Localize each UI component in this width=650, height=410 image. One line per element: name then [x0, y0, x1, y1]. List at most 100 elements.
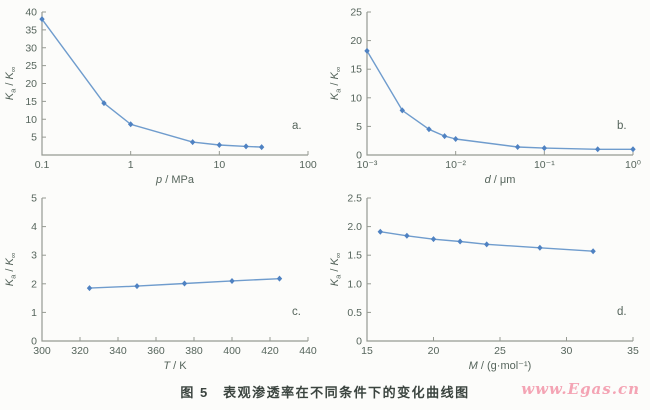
- y-tick-label: 0.5: [347, 307, 362, 319]
- data-point-marker: [258, 144, 265, 151]
- panel-label-d: d.: [617, 306, 627, 318]
- x-tick-label: 100: [299, 159, 317, 171]
- panel-label-b: b.: [617, 120, 627, 132]
- caption-row: 图 5 表观渗透率在不同条件下的变化曲线图 www.Egas.cn: [0, 376, 650, 410]
- data-point-marker: [377, 228, 383, 235]
- y-tick-label: 5: [356, 121, 362, 133]
- data-point-marker: [426, 126, 432, 133]
- x-tick-label: 20: [428, 345, 440, 357]
- y-tick-label: 25: [25, 60, 37, 72]
- chart-d-svg: 15 20 25 30 35 0 0.5 1.0 1.5 2.0 2.5 M / (g·mol⁻¹) K…: [329, 193, 639, 373]
- chart-c-svg: 300 320 340 360 380 400 420 440 0 1 2 3 4 5 T / K Ka / …: [4, 193, 317, 373]
- x-tick-label: 10⁻²: [445, 159, 466, 171]
- x-tick-label: 10⁻³: [357, 159, 378, 171]
- x-tick-label: 10⁰: [625, 159, 641, 171]
- data-point-marker: [127, 121, 134, 128]
- data-point-marker: [229, 277, 235, 284]
- data-point-marker: [441, 133, 448, 140]
- x-tick-label: 10: [213, 159, 225, 171]
- y-tick-label: 20: [350, 35, 362, 47]
- chart-panel-d: 15 20 25 30 35 0 0.5 1.0 1.5 2.0 2.5 M / (g·mol⁻¹) K…: [325, 186, 650, 376]
- chart-panel-c: 300 320 340 360 380 400 420 440 0 1 2 3 4 5 T / K Ka / …: [0, 186, 325, 376]
- axis-frame: [366, 12, 633, 156]
- data-point-marker: [276, 275, 283, 282]
- x-tick-label: 380: [185, 345, 203, 357]
- data-point-marker: [404, 232, 410, 239]
- y-axis-label: Ka / K∞: [329, 253, 343, 286]
- data-point-marker: [243, 143, 249, 150]
- data-point-marker: [86, 285, 93, 292]
- y-tick-label: 15: [25, 96, 37, 108]
- axis-frame: [366, 198, 633, 342]
- x-tick-label: 1: [128, 159, 134, 171]
- data-point-marker: [39, 16, 45, 23]
- data-point-marker: [399, 107, 405, 114]
- x-tick-label: 10⁻¹: [534, 159, 555, 171]
- data-point-marker: [189, 139, 196, 146]
- y-tick-label: 15: [350, 64, 362, 76]
- y-tick-label: 2: [31, 278, 37, 290]
- y-axis-label: Ka / K∞: [4, 67, 18, 100]
- series-line: [41, 18, 262, 148]
- panel-label-a: a.: [292, 120, 302, 132]
- x-tick-label: 300: [33, 345, 51, 357]
- charts-grid: 0.1 1 10 100 5 10 15 20 25 30 35 40 p / MPa Ka / K∞ a.…: [0, 0, 650, 376]
- y-tick-label: 2.0: [347, 221, 362, 233]
- x-tick-label: 320: [71, 345, 89, 357]
- y-tick-label: 10: [25, 114, 37, 126]
- x-tick-label: 360: [147, 345, 165, 357]
- watermark-text: www.Egas.cn: [521, 380, 640, 398]
- chart-panel-a: 0.1 1 10 100 5 10 15 20 25 30 35 40 p / MPa Ka / K∞ a.: [0, 0, 325, 187]
- y-axis-label: Ka / K∞: [4, 253, 18, 286]
- y-tick-label: 20: [25, 78, 37, 90]
- y-tick-label: 10: [350, 92, 362, 104]
- y-axis-label: Ka / K∞: [329, 67, 343, 100]
- data-point-marker: [541, 145, 548, 152]
- y-tick-label: 0: [31, 336, 37, 348]
- x-tick-label: 25: [494, 345, 506, 357]
- x-axis-label: p / MPa: [155, 174, 195, 186]
- data-point-marker: [364, 47, 370, 54]
- data-point-marker: [630, 146, 636, 153]
- chart-b-svg: 10⁻³ 10⁻² 10⁻¹ 10⁰ 0 5 10 15 20 25 d / μm Ka / K∞ b.: [329, 7, 641, 187]
- y-tick-label: 1: [31, 307, 37, 319]
- x-tick-label: 440: [299, 345, 317, 357]
- data-point-marker: [430, 236, 437, 243]
- chart-a-svg: 0.1 1 10 100 5 10 15 20 25 30 35 40 p / MPa Ka / K∞ a.: [4, 7, 317, 187]
- panel-label-c: c.: [292, 306, 301, 318]
- axis-frame: [41, 12, 308, 156]
- x-axis-label: M / (g·mol⁻¹): [469, 360, 532, 372]
- y-tick-label: 0: [356, 336, 362, 348]
- data-point-marker: [537, 244, 543, 251]
- y-tick-label: 5: [31, 193, 37, 205]
- x-axis-label: d / μm: [485, 174, 516, 186]
- y-tick-label: 35: [25, 24, 37, 36]
- data-point-marker: [514, 143, 521, 150]
- data-point-marker: [134, 283, 140, 290]
- y-tick-label: 5: [31, 132, 37, 144]
- figure-caption: 图 5 表观渗透率在不同条件下的变化曲线图: [180, 385, 470, 400]
- x-axis-label: T / K: [163, 360, 187, 372]
- y-tick-label: 0: [356, 150, 362, 162]
- y-tick-label: 2.5: [347, 193, 362, 205]
- y-tick-label: 30: [25, 42, 37, 54]
- x-tick-label: 15: [361, 345, 373, 357]
- y-tick-label: 25: [350, 7, 362, 19]
- data-point-marker: [452, 135, 459, 142]
- data-point-marker: [484, 241, 490, 248]
- data-point-marker: [216, 141, 223, 148]
- axis-frame: [41, 198, 308, 342]
- x-tick-label: 420: [261, 345, 279, 357]
- x-tick-label: 30: [561, 345, 573, 357]
- y-tick-label: 1.0: [347, 278, 362, 290]
- x-tick-label: 35: [627, 345, 639, 357]
- x-tick-label: 340: [109, 345, 127, 357]
- y-tick-label: 40: [25, 7, 37, 19]
- chart-panel-b: 10⁻³ 10⁻² 10⁻¹ 10⁰ 0 5 10 15 20 25 d / μm Ka / K∞ b.: [325, 0, 650, 187]
- y-tick-label: 4: [31, 221, 37, 233]
- series-line: [366, 50, 633, 150]
- y-tick-label: 1.5: [347, 250, 362, 262]
- y-tick-label: 3: [31, 250, 37, 262]
- data-point-marker: [101, 100, 107, 107]
